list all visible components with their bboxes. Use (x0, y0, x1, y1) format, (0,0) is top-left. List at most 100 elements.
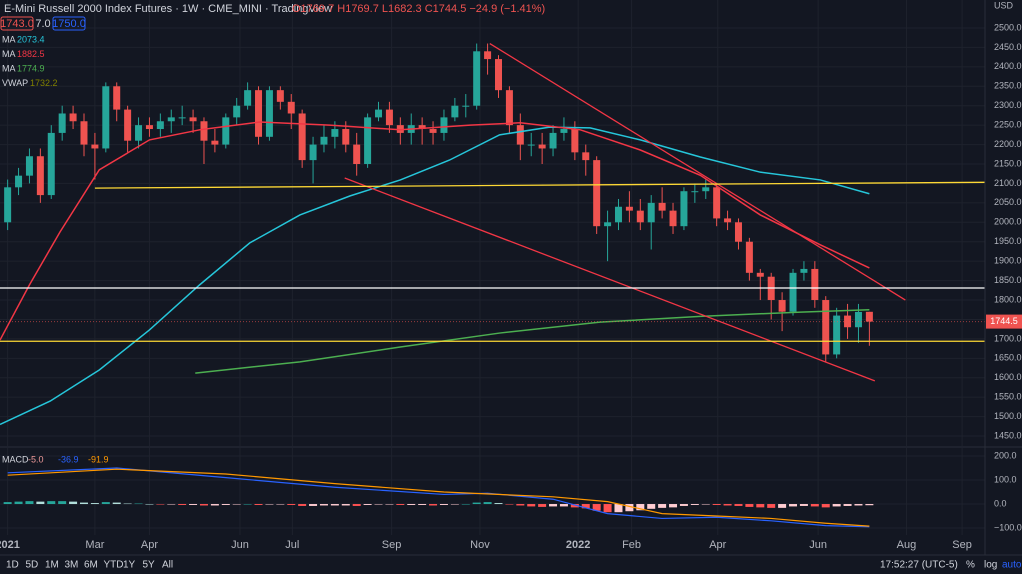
candle-body (15, 175, 23, 188)
y-tick-label: 2250.0 (994, 120, 1022, 130)
macd-histogram-bar (745, 504, 754, 507)
range-button[interactable]: 1Y (123, 560, 136, 571)
range-button[interactable]: All (162, 560, 173, 571)
bid-price[interactable]: 1743.0 (0, 18, 34, 30)
y-tick-label: 1500.0 (994, 411, 1022, 421)
macd-histogram-bar (134, 503, 143, 505)
macd-histogram-bar (647, 504, 656, 509)
macd-histogram-bar (287, 504, 296, 505)
last-price-label: 1744.5 (990, 316, 1018, 326)
range-button[interactable]: 5D (26, 560, 39, 571)
candle-body (113, 86, 121, 110)
symbol-title[interactable]: E-Mini Russell 2000 Index Futures · 1W ·… (4, 3, 332, 15)
candle-body (4, 187, 12, 223)
macd-histogram-bar (276, 504, 285, 505)
indicator-name: MA (2, 49, 16, 59)
macd-line (7, 467, 870, 528)
indicator-value: 1774.9 (17, 63, 45, 73)
macd-histogram-bar (865, 504, 874, 506)
candle-body (745, 241, 753, 273)
price-pane (0, 42, 985, 426)
range-button[interactable]: 6M (84, 560, 98, 571)
macd-histogram-bar (69, 501, 78, 505)
y-tick-label: 2150.0 (994, 158, 1022, 168)
macd-histogram-bar (669, 504, 678, 508)
candle-body (233, 105, 241, 118)
range-button[interactable]: 3M (65, 560, 79, 571)
candle-body (604, 222, 612, 227)
macd-line (7, 468, 870, 527)
macd-histogram-bar (58, 501, 67, 505)
macd-histogram-bar (352, 504, 361, 506)
bid-box[interactable] (0, 16, 34, 31)
x-tick-label: Jun (231, 539, 249, 551)
candle-body (702, 187, 710, 192)
candle-body (844, 315, 852, 328)
x-tick-label: 2022 (566, 539, 590, 551)
trend-line (489, 42, 906, 301)
macd-histogram-bar (319, 504, 328, 506)
scale-option[interactable]: log (984, 560, 997, 571)
candle-body (298, 113, 306, 161)
candle-body (800, 268, 808, 273)
x-tick-label: Apr (141, 539, 158, 551)
candle-body (265, 90, 273, 137)
ask-box[interactable] (52, 16, 86, 31)
candle-body (549, 132, 557, 149)
candle-body (527, 144, 535, 146)
x-tick-label: Sep (952, 539, 972, 551)
macd-histogram-bar (570, 504, 579, 508)
range-button[interactable]: 1D (6, 560, 19, 571)
macd-histogram-bar (810, 504, 819, 507)
range-button[interactable]: 5Y (143, 560, 156, 571)
x-tick-label: Aug (897, 539, 917, 551)
ask-price[interactable]: 1750.0 (52, 18, 86, 30)
candle-body (124, 109, 132, 141)
y-tick-label: 2400.0 (994, 61, 1022, 71)
candle-body (178, 117, 186, 119)
candle-body (516, 125, 524, 145)
y-tick-label: 2000.0 (994, 217, 1022, 227)
macd-histogram-bar (79, 502, 88, 505)
macd-histogram-bar (701, 504, 710, 505)
macd-histogram-bar (767, 504, 776, 508)
candle-body (778, 300, 786, 312)
macd-histogram-bar (385, 504, 394, 505)
indicator-name: VWAP (2, 78, 28, 88)
macd-histogram-bar (178, 504, 187, 505)
y-tick-label: 1800.0 (994, 294, 1022, 304)
macd-histogram-bar (167, 504, 176, 505)
candle-body (691, 191, 699, 193)
last-price-box (986, 314, 1022, 329)
candle-body (102, 86, 110, 149)
candle-body (734, 222, 742, 242)
scale-option[interactable]: % (966, 560, 975, 571)
ohlc-readout: O1769.7 H1769.7 L1682.3 C1744.5 −24.9 (−… (292, 3, 545, 15)
candle-body (156, 121, 164, 130)
candle-body (724, 218, 732, 223)
candle-body (614, 206, 622, 223)
y-tick-label: 1700.0 (994, 333, 1022, 343)
y-tick-label: 2100.0 (994, 178, 1022, 188)
candle-body (789, 272, 797, 312)
y-tick-label: 1900.0 (994, 256, 1022, 266)
macd-histogram-bar (854, 504, 863, 506)
candle-body (200, 121, 208, 141)
candle-body (560, 129, 568, 133)
scale-option[interactable]: auto (1002, 560, 1022, 571)
macd-histogram-bar (723, 504, 732, 506)
macd-histogram-bar (101, 502, 110, 505)
range-button[interactable]: 1M (45, 560, 59, 571)
candle-body (571, 129, 579, 153)
macd-histogram-bar (636, 504, 645, 511)
macd-histogram-bar (821, 504, 830, 508)
range-button[interactable]: YTD (104, 560, 124, 571)
macd-histogram-bar (450, 504, 459, 505)
candle-body (69, 113, 77, 122)
macd-histogram-bar (592, 504, 601, 511)
y-tick-label: 100.0 (994, 474, 1017, 484)
macd-histogram-bar (505, 504, 514, 505)
y-tick-label: 2500.0 (994, 22, 1022, 32)
candle-body (211, 140, 219, 145)
macd-histogram-bar (298, 504, 307, 506)
